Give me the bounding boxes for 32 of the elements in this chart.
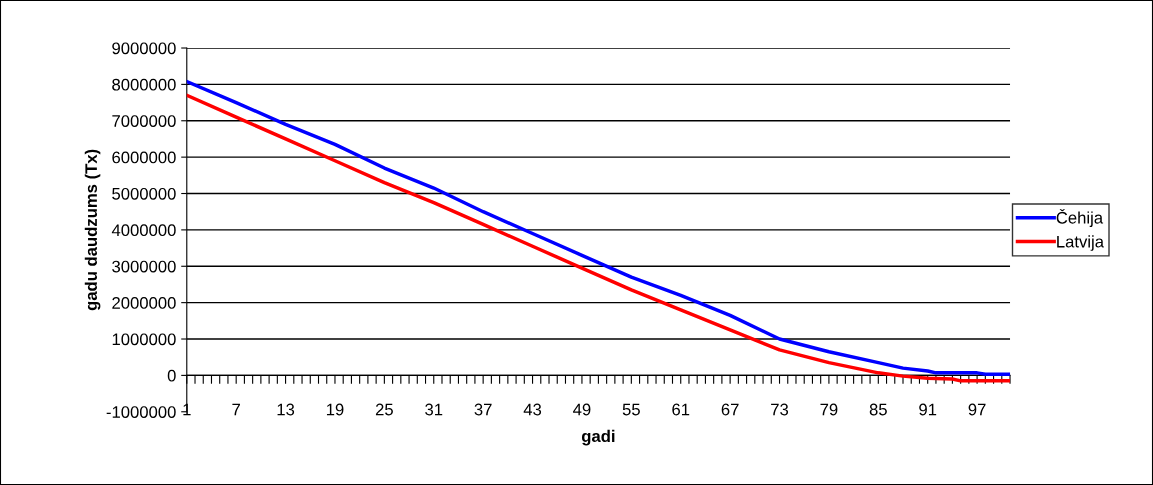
x-tick-label: 1: [183, 403, 191, 416]
y-tick-label: -1000000: [106, 406, 176, 418]
x-tick-label: 85: [869, 403, 887, 416]
y-tick-label: 1000000: [112, 333, 176, 346]
x-tick-label: 61: [672, 403, 690, 416]
x-tick-label: 19: [326, 403, 344, 416]
y-tick-label: 4000000: [111, 224, 176, 237]
y-tick-label: 7000000: [112, 115, 176, 127]
y-tick-label: 5000000: [112, 187, 176, 200]
x-tick-label: 73: [771, 403, 789, 416]
x-tick-label: 67: [721, 403, 739, 416]
x-axis-title: gadi: [581, 429, 615, 446]
y-tick-label: 0: [167, 369, 176, 382]
x-tick-label: 31: [425, 403, 443, 416]
x-tick-label: 49: [573, 403, 591, 416]
y-axis-title: gadu daudzums (Tx): [84, 149, 101, 311]
legend-label: Latvija: [1057, 235, 1105, 251]
y-tick-label: 9000000: [112, 42, 176, 55]
x-tick-label: 79: [820, 403, 838, 416]
y-tick-label: 8000000: [112, 78, 176, 91]
x-tick-label: 25: [375, 403, 393, 416]
y-tick-label: 2000000: [112, 297, 176, 309]
x-tick-label: 37: [474, 403, 492, 416]
x-tick-label: 97: [968, 403, 986, 416]
x-tick-label: 43: [523, 403, 542, 416]
x-tick-label: 7: [232, 403, 240, 416]
y-tick-label: 3000000: [112, 260, 176, 273]
x-tick-label: 13: [277, 403, 295, 416]
y-tick-label: 6000000: [112, 151, 176, 164]
x-tick-label: 91: [919, 403, 937, 416]
legend-label: Čehija: [1056, 208, 1104, 227]
x-tick-label: 55: [622, 403, 640, 416]
